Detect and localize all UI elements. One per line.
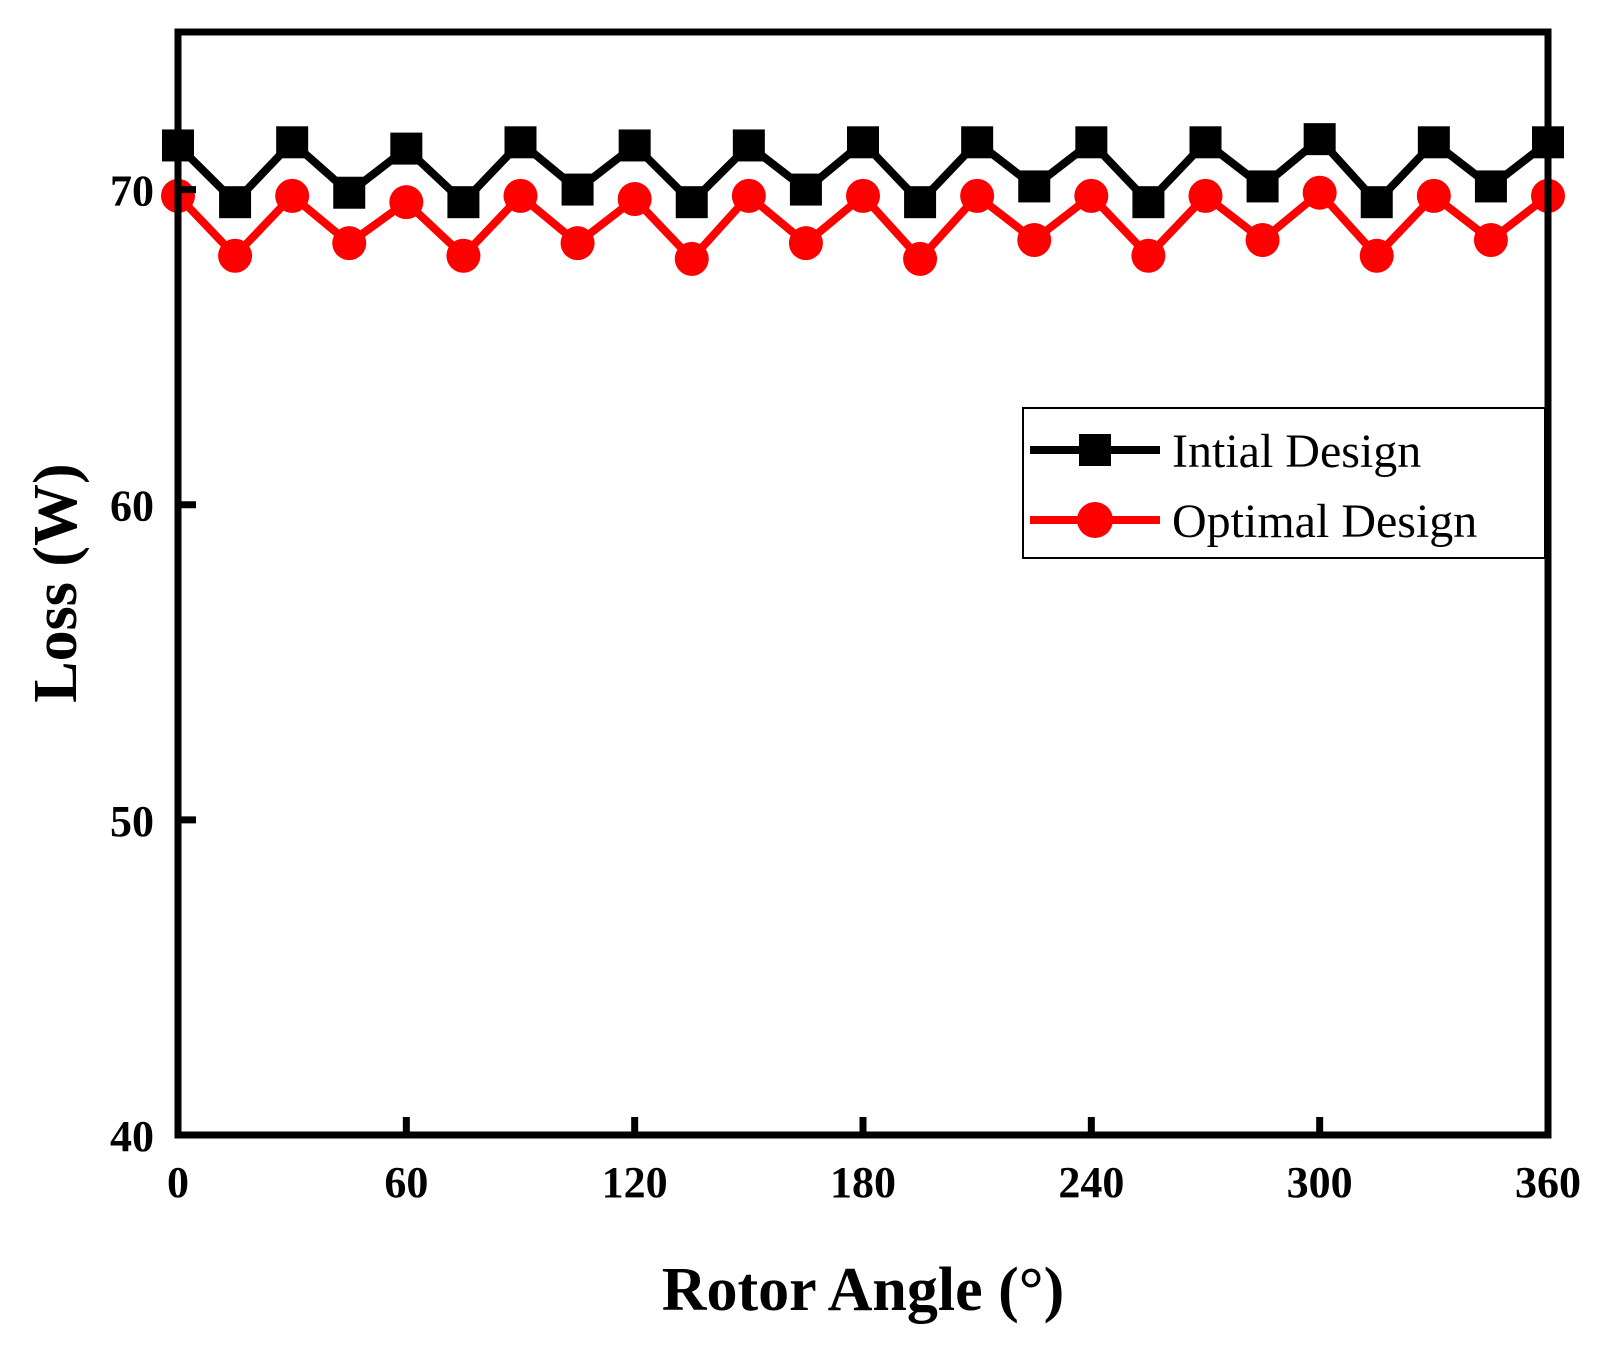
data-point bbox=[1131, 238, 1166, 273]
data-point bbox=[1473, 222, 1508, 257]
data-point bbox=[1075, 126, 1108, 159]
data-point bbox=[1359, 238, 1394, 273]
data-point bbox=[1189, 126, 1222, 159]
data-point bbox=[218, 238, 253, 273]
data-point bbox=[219, 186, 252, 219]
y-axis-title: Loss (W) bbox=[22, 463, 90, 702]
legend-box bbox=[1022, 407, 1546, 559]
x-tick-label: 180 bbox=[830, 1158, 896, 1207]
legend: Intial Design Optimal Design bbox=[1022, 407, 1546, 559]
x-tick-label: 60 bbox=[384, 1158, 428, 1207]
data-point bbox=[333, 176, 366, 209]
data-point bbox=[1360, 186, 1393, 219]
x-tick-label: 360 bbox=[1515, 1158, 1581, 1207]
data-point bbox=[1302, 175, 1337, 210]
data-point bbox=[904, 186, 937, 219]
data-point bbox=[788, 226, 823, 261]
data-point bbox=[447, 186, 480, 219]
data-point bbox=[903, 241, 938, 276]
legend-label-initial: Intial Design bbox=[1172, 425, 1421, 478]
data-point bbox=[1018, 170, 1051, 203]
data-point bbox=[732, 129, 765, 162]
data-point bbox=[1416, 178, 1451, 213]
legend-marker-optimal bbox=[1077, 502, 1113, 538]
data-point bbox=[1074, 178, 1109, 213]
data-point bbox=[1417, 126, 1450, 159]
y-tick-label: 50 bbox=[110, 797, 154, 846]
data-point bbox=[504, 126, 537, 159]
x-tick-label: 0 bbox=[167, 1158, 189, 1207]
data-point bbox=[960, 178, 995, 213]
ticks-layer: 0 60 120 180 240 300 360 40 50 60 70 bbox=[110, 167, 1581, 1207]
legend-label-optimal: Optimal Design bbox=[1172, 495, 1477, 548]
data-point bbox=[332, 226, 367, 261]
y-tick-label: 70 bbox=[110, 167, 154, 216]
data-point bbox=[674, 241, 709, 276]
data-point bbox=[1245, 222, 1280, 257]
data-point bbox=[961, 126, 994, 159]
data-point bbox=[847, 126, 879, 159]
data-point bbox=[275, 178, 310, 213]
data-point bbox=[1017, 222, 1052, 257]
data-point bbox=[617, 182, 652, 217]
data-point bbox=[503, 178, 538, 213]
data-point bbox=[1303, 123, 1336, 156]
series-optimal-design bbox=[161, 175, 1565, 276]
legend-marker-initial bbox=[1079, 434, 1111, 466]
x-axis-title: Rotor Angle (°) bbox=[662, 1256, 1065, 1324]
data-point bbox=[1132, 186, 1165, 219]
x-tick-label: 300 bbox=[1287, 1158, 1353, 1207]
y-tick-label: 40 bbox=[110, 1112, 154, 1161]
data-point bbox=[561, 173, 594, 206]
data-point bbox=[618, 129, 651, 162]
data-point bbox=[789, 173, 822, 206]
data-point bbox=[389, 185, 424, 220]
x-tick-label: 120 bbox=[602, 1158, 668, 1207]
data-point bbox=[390, 132, 423, 165]
y-tick-label: 60 bbox=[110, 482, 154, 531]
data-point bbox=[1246, 170, 1279, 203]
data-point bbox=[560, 226, 595, 261]
data-point bbox=[446, 238, 481, 273]
x-tick-label: 240 bbox=[1058, 1158, 1124, 1207]
data-point bbox=[846, 178, 880, 213]
series-layer bbox=[161, 123, 1565, 276]
data-point bbox=[1474, 170, 1507, 203]
data-point bbox=[276, 126, 309, 159]
data-point bbox=[675, 186, 708, 219]
data-point bbox=[1188, 178, 1223, 213]
data-point bbox=[731, 178, 766, 213]
